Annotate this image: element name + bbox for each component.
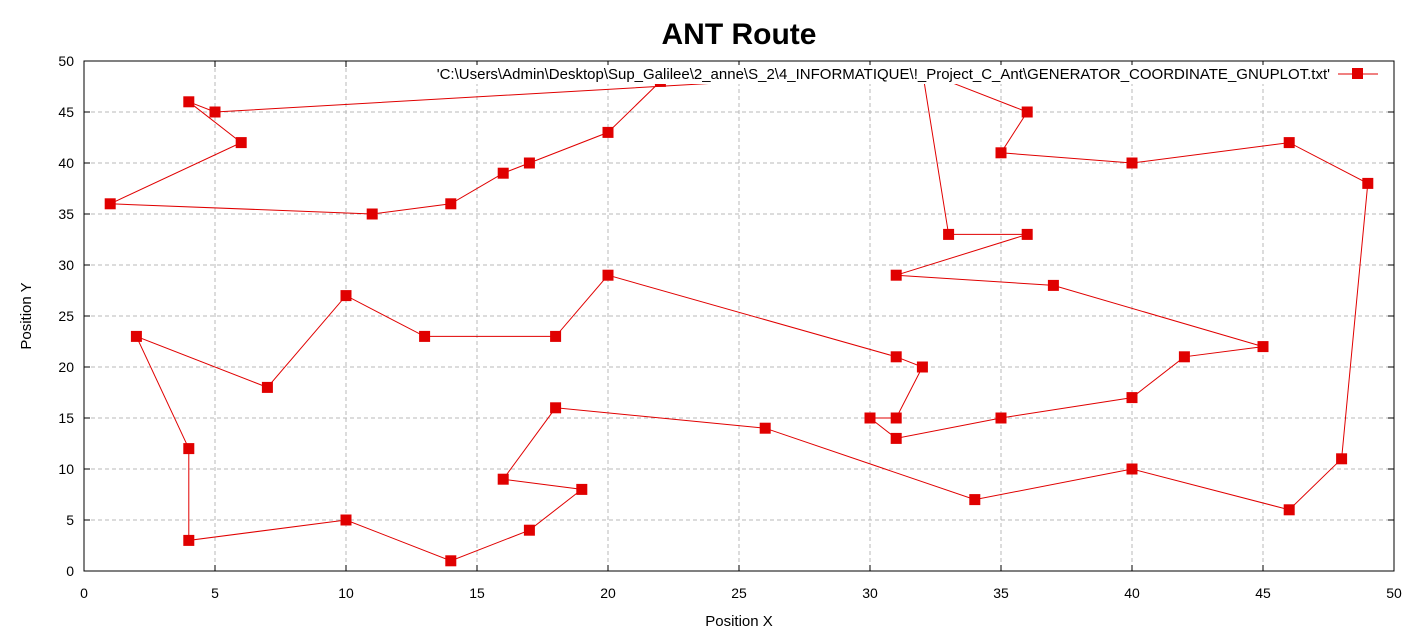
data-point bbox=[1126, 463, 1138, 475]
x-tick-label: 0 bbox=[80, 585, 88, 601]
axis-ticks: 0 5 10 15 20 25 30 35 40 45 50 0 5 10 15 20 25 30 35 40 45 50 bbox=[58, 53, 1402, 601]
x-tick-label: 15 bbox=[469, 585, 485, 601]
data-point bbox=[445, 555, 457, 567]
data-point bbox=[1336, 453, 1348, 465]
legend-series-label: 'C:\Users\Admin\Desktop\Sup_Galilee\2_an… bbox=[437, 66, 1330, 83]
y-axis-label: Position Y bbox=[18, 282, 35, 349]
data-point bbox=[602, 126, 614, 138]
data-point bbox=[1047, 279, 1059, 291]
data-point bbox=[890, 269, 902, 281]
data-point bbox=[497, 473, 509, 485]
data-point bbox=[1126, 392, 1138, 404]
data-point bbox=[995, 412, 1007, 424]
data-point bbox=[497, 167, 509, 179]
data-point bbox=[1178, 351, 1190, 363]
grid bbox=[84, 61, 1394, 571]
data-point bbox=[943, 228, 955, 240]
plot-frame bbox=[83, 60, 1395, 572]
data-point bbox=[1126, 157, 1138, 169]
data-point bbox=[550, 402, 562, 414]
data-point bbox=[1362, 177, 1374, 189]
x-tick-label: 10 bbox=[338, 585, 354, 601]
data-point bbox=[890, 351, 902, 363]
data-point bbox=[1283, 137, 1295, 149]
y-tick-label: 10 bbox=[58, 461, 74, 477]
data-point bbox=[209, 106, 221, 118]
chart-title: ANT Route bbox=[662, 18, 817, 51]
y-tick-label: 40 bbox=[58, 155, 74, 171]
data-point bbox=[550, 330, 562, 342]
data-point bbox=[864, 412, 876, 424]
data-point bbox=[235, 137, 247, 149]
data-point bbox=[523, 524, 535, 536]
series-route bbox=[104, 65, 1374, 567]
y-tick-label: 30 bbox=[58, 257, 74, 273]
y-tick-label: 50 bbox=[58, 53, 74, 69]
data-point bbox=[130, 330, 142, 342]
data-point bbox=[183, 96, 195, 108]
data-point bbox=[969, 494, 981, 506]
data-point bbox=[1021, 106, 1033, 118]
data-point bbox=[419, 330, 431, 342]
legend-background bbox=[432, 65, 1383, 84]
data-point bbox=[183, 534, 195, 546]
x-tick-label: 40 bbox=[1124, 585, 1140, 601]
data-point bbox=[890, 412, 902, 424]
data-point bbox=[576, 483, 588, 495]
legend: 'C:\Users\Admin\Desktop\Sup_Galilee\2_an… bbox=[432, 65, 1383, 84]
y-tick-label: 25 bbox=[58, 308, 74, 324]
y-tick-label: 20 bbox=[58, 359, 74, 375]
y-tick-label: 45 bbox=[58, 104, 74, 120]
data-point bbox=[1257, 341, 1269, 353]
data-point bbox=[1283, 504, 1295, 516]
data-point bbox=[261, 381, 273, 393]
x-tick-label: 30 bbox=[862, 585, 878, 601]
x-axis-label: Position X bbox=[705, 613, 773, 630]
data-point bbox=[104, 198, 116, 210]
y-tick-label: 35 bbox=[58, 206, 74, 222]
data-point bbox=[523, 157, 535, 169]
legend-marker bbox=[1352, 68, 1363, 79]
data-point bbox=[1021, 228, 1033, 240]
data-point bbox=[916, 361, 928, 373]
data-point bbox=[340, 290, 352, 302]
y-tick-label: 5 bbox=[66, 512, 74, 528]
x-tick-label: 5 bbox=[211, 585, 219, 601]
data-point bbox=[340, 514, 352, 526]
data-point bbox=[890, 432, 902, 444]
y-tick-label: 15 bbox=[58, 410, 74, 426]
x-tick-label: 45 bbox=[1255, 585, 1271, 601]
data-point bbox=[366, 208, 378, 220]
data-point bbox=[183, 443, 195, 455]
x-tick-label: 25 bbox=[731, 585, 747, 601]
data-point bbox=[759, 422, 771, 434]
data-point bbox=[445, 198, 457, 210]
x-tick-label: 20 bbox=[600, 585, 616, 601]
x-tick-label: 50 bbox=[1386, 585, 1402, 601]
data-point bbox=[602, 269, 614, 281]
y-tick-label: 0 bbox=[66, 563, 74, 579]
data-point bbox=[995, 147, 1007, 159]
x-tick-label: 35 bbox=[993, 585, 1009, 601]
